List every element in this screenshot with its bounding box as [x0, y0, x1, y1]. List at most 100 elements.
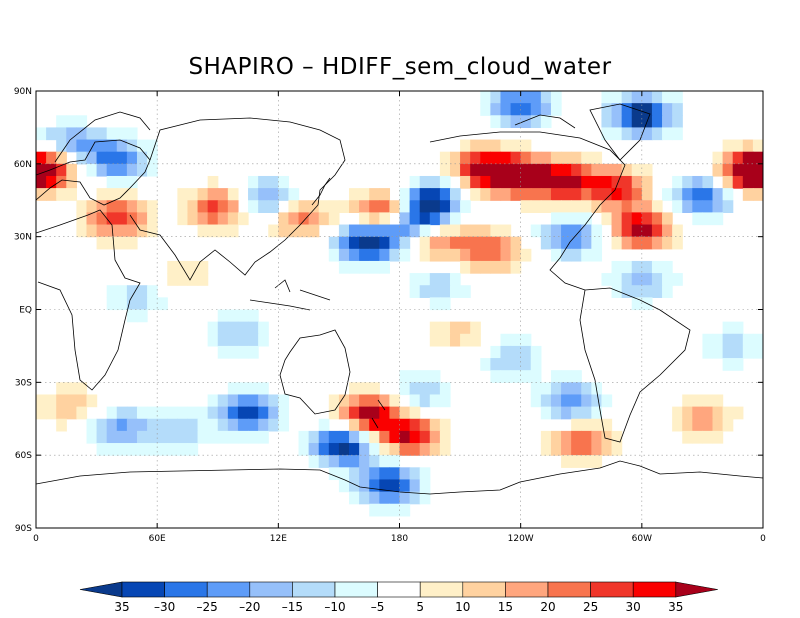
heatmap-cell	[591, 151, 603, 165]
heatmap-cell	[177, 443, 189, 456]
heatmap-cell	[662, 103, 673, 116]
heatmap-cell	[379, 260, 391, 274]
heatmap-cell	[631, 127, 643, 141]
colorbar-swatch	[206, 581, 251, 598]
heatmap-cell	[258, 321, 269, 335]
heatmap-cell	[571, 236, 582, 250]
heatmap-cell	[611, 236, 623, 250]
heatmap-cell	[116, 297, 128, 311]
heatmap-cell	[621, 175, 633, 189]
heatmap-cell	[227, 212, 239, 226]
heatmap-cell	[106, 406, 118, 420]
heatmap-cell	[217, 418, 229, 432]
heatmap-cell	[742, 175, 754, 189]
heatmap-cell	[419, 285, 431, 298]
heatmap-cell	[460, 236, 471, 250]
heatmap-cell	[197, 200, 209, 213]
heatmap-cell	[379, 236, 391, 250]
colorbar-label: –20	[239, 600, 260, 614]
heatmap-cell	[742, 163, 754, 177]
heatmap-cell	[591, 394, 603, 408]
heatmap-cell	[96, 430, 108, 444]
heatmap-cell	[227, 200, 239, 213]
heatmap-cell	[510, 115, 522, 129]
heatmap-cell	[672, 115, 683, 129]
colorbar-swatch	[334, 581, 378, 598]
heatmap-cell	[641, 127, 653, 141]
heatmap-cell	[126, 443, 138, 456]
heatmap-cell	[439, 163, 451, 177]
heatmap-cell	[278, 212, 290, 226]
heatmap-cell	[338, 224, 350, 238]
heatmap-cell	[36, 163, 47, 177]
heatmap-cell	[621, 127, 633, 141]
heatmap-cell	[530, 91, 542, 104]
heatmap-cell	[359, 394, 370, 408]
heatmap-cell	[581, 382, 592, 396]
heatmap-cell	[147, 406, 158, 420]
heatmap-cell	[369, 212, 380, 226]
heatmap-cell	[510, 103, 522, 116]
heatmap-cell	[722, 345, 734, 359]
heatmap-cell	[369, 430, 380, 444]
heatmap-cell	[712, 212, 724, 226]
heatmap-cell	[480, 163, 491, 177]
heatmap-cell	[439, 236, 451, 250]
heatmap-cell	[106, 175, 118, 189]
heatmap-cell	[591, 236, 603, 250]
heatmap-cell	[197, 406, 209, 420]
heatmap-cell	[126, 139, 138, 153]
heatmap-cell	[439, 382, 451, 396]
heatmap-cell	[460, 333, 471, 347]
colorbar-high-arrow	[675, 581, 718, 598]
heatmap-cell	[349, 394, 360, 408]
heatmap-cell	[167, 418, 178, 432]
heatmap-cell	[136, 200, 148, 213]
heatmap-cell	[439, 248, 451, 262]
heatmap-cell	[641, 236, 653, 250]
heatmap-cell	[470, 151, 481, 165]
heatmap-cell	[56, 188, 67, 201]
heatmap-cell	[338, 248, 350, 262]
heatmap-cell	[429, 248, 441, 262]
colorbar-swatch	[462, 581, 506, 598]
heatmap-cell	[571, 188, 582, 201]
heatmap-cell	[106, 127, 118, 141]
heatmap-cell	[702, 345, 714, 359]
heatmap-cell	[480, 188, 491, 201]
heatmap-cell	[641, 200, 653, 213]
heatmap-cell	[631, 91, 643, 104]
heatmap-cell	[338, 406, 350, 420]
heatmap-cell	[409, 394, 421, 408]
heatmap-cell	[298, 200, 310, 213]
heatmap-cell	[429, 443, 441, 456]
heatmap-cell	[369, 200, 380, 213]
heatmap-cell	[349, 188, 360, 201]
heatmap-cell	[369, 260, 380, 274]
colorbar-swatch	[590, 581, 634, 598]
heatmap-cell	[662, 212, 673, 226]
heatmap-cell	[197, 430, 209, 444]
heatmap-cell	[258, 175, 269, 189]
heatmap-cell	[439, 443, 451, 456]
heatmap-cell	[136, 297, 148, 311]
heatmap-cell	[540, 224, 552, 238]
heatmap-cell	[510, 236, 522, 250]
heatmap-cell	[561, 406, 572, 420]
heatmap-cell	[702, 406, 714, 420]
heatmap-cell	[116, 236, 128, 250]
heatmap-cell	[359, 236, 370, 250]
heatmap-cell	[177, 200, 189, 213]
heatmap-cell	[540, 382, 552, 396]
heatmap-cell	[116, 443, 128, 456]
heatmap-cell	[651, 224, 663, 238]
heatmap-cell	[349, 491, 360, 505]
heatmap-cell	[359, 430, 370, 444]
heatmap-cell	[672, 224, 683, 238]
heatmap-cell	[752, 333, 763, 347]
heatmap-cell	[561, 443, 572, 456]
heatmap-cell	[409, 479, 421, 493]
heatmap-cell	[359, 212, 370, 226]
heatmap-cell	[429, 175, 441, 189]
heatmap-cell	[399, 382, 411, 396]
